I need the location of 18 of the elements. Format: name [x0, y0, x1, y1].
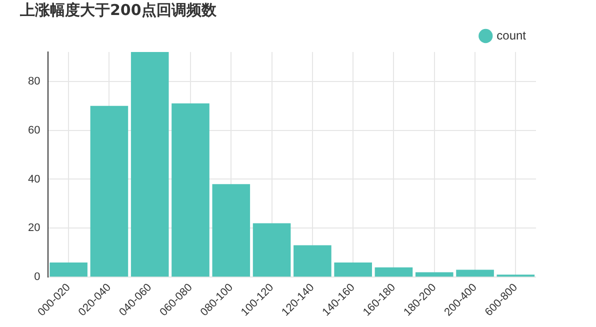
bar	[456, 270, 494, 277]
bar	[50, 262, 88, 277]
bar	[172, 103, 210, 277]
bar	[212, 184, 250, 277]
bar	[90, 106, 128, 277]
bar	[252, 223, 291, 277]
chart-title: 上涨幅度大于200点回调频数	[19, 0, 218, 19]
bar	[415, 272, 454, 277]
bar	[334, 262, 372, 277]
y-tick-label: 40	[28, 173, 40, 186]
bar	[130, 52, 169, 277]
y-tick-label: 20	[28, 222, 40, 234]
y-tick-label: 80	[28, 75, 40, 88]
y-tick-label: 0	[34, 271, 40, 284]
y-tick-label: 60	[28, 124, 40, 136]
legend-label: count	[496, 28, 527, 42]
bar	[374, 267, 413, 277]
bar	[294, 245, 332, 277]
